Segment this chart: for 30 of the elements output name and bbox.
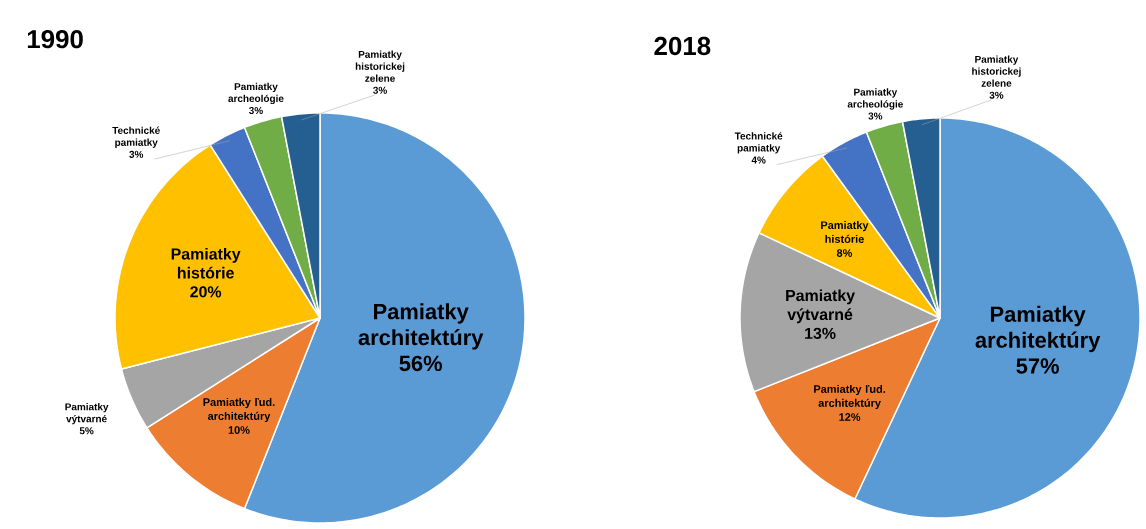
slice-label: Pamiatky histórie (821, 220, 869, 243)
slice-label: Pamiatky historickej zelene (355, 50, 405, 82)
slice-label: Pamiatky výtvarné (786, 289, 855, 324)
chart-title: 1990 (27, 30, 83, 49)
data-label: 10% (228, 426, 250, 434)
data-label: 3% (868, 112, 883, 120)
data-label: 3% (129, 150, 144, 158)
data-label: 20% (190, 286, 222, 298)
data-label: 57% (1016, 358, 1059, 374)
slice-label: Pamiatky ľud. architektúry (203, 397, 275, 423)
slice-label: Pamiatky archeológie (228, 82, 284, 105)
data-label: 3% (373, 86, 387, 94)
data-label: 12% (839, 413, 861, 421)
slice-label: Pamiatky histórie (171, 247, 241, 279)
chart-title: 2018 (654, 36, 711, 56)
data-label: 13% (805, 327, 836, 340)
slice-label: Pamiatky historickej zelene (972, 55, 1021, 87)
slice-label: Technické pamiatky (112, 126, 160, 148)
data-label: 3% (248, 106, 263, 115)
slice-label: Technické pamiatky (734, 132, 783, 154)
data-label: 3% (989, 91, 1004, 99)
slice-label: Pamiatky archeológie (847, 88, 903, 110)
data-label: 8% (836, 249, 853, 257)
data-label: 5% (79, 427, 94, 435)
slice-label: Pamiatky ľud. architektúry (814, 384, 886, 410)
data-label: 56% (399, 355, 443, 372)
slice-label: Pamiatky architektúry (358, 303, 484, 350)
data-label: 4% (751, 156, 766, 164)
slice-label: Pamiatky architektúry (975, 305, 1101, 353)
slice-label: Pamiatky výtvarné (65, 403, 109, 425)
